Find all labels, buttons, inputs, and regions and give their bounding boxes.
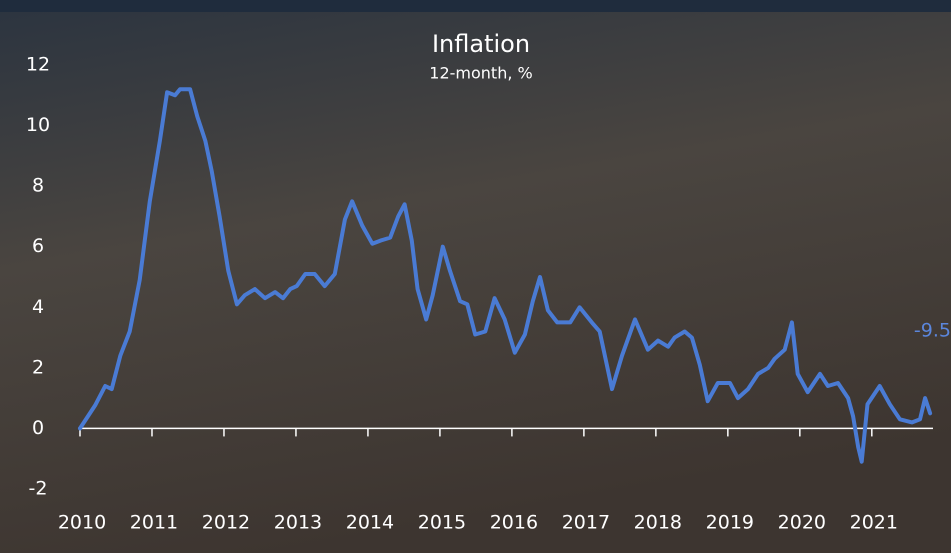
y-tick-label: 0 [32, 417, 44, 439]
x-tick-label: 2019 [706, 512, 754, 534]
chart-subtitle: 12-month, % [429, 64, 532, 83]
y-tick-label: -2 [29, 478, 48, 500]
x-tick-label: 2010 [58, 512, 106, 534]
x-tick-label: 2015 [418, 512, 466, 534]
line-series [78, 87, 933, 464]
y-tick-label: 4 [32, 296, 44, 318]
x-tick-label: 2018 [634, 512, 682, 534]
x-tick-label: 2014 [346, 512, 394, 534]
y-tick-label: 2 [32, 356, 44, 378]
x-tick-label: 2017 [562, 512, 610, 534]
y-tick-label: 8 [32, 175, 44, 197]
chart-title: Inflation [432, 30, 530, 58]
x-tick-label: 2020 [778, 512, 826, 534]
y-tick-label: 12 [26, 54, 50, 76]
x-tick-label: 2012 [202, 512, 250, 534]
x-tick-label: 2011 [130, 512, 178, 534]
annotation: -9.5 [914, 320, 951, 342]
x-tick-label: 2013 [274, 512, 322, 534]
y-tick-label: 6 [32, 235, 44, 257]
top-strip [0, 0, 951, 12]
x-tick-label: 2016 [490, 512, 538, 534]
x-tick-label: 2021 [850, 512, 898, 534]
y-tick-label: 10 [26, 114, 50, 136]
